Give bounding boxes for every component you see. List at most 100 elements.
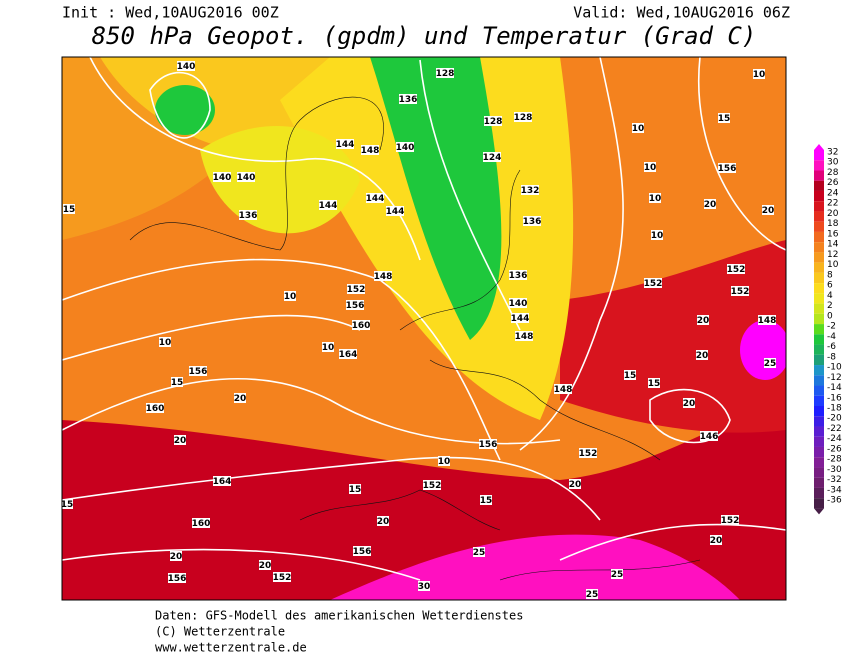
colorbar-arrow [814, 144, 824, 150]
geopotential-label: 144 [336, 140, 355, 150]
colorbar-label: 20 [827, 209, 839, 219]
temperature-label: 20 [174, 436, 187, 446]
colorbar-swatch [814, 446, 824, 458]
temperature-label: 25 [473, 548, 486, 558]
colorbar-swatch [814, 498, 824, 509]
contour-label-box [284, 291, 296, 301]
colorbar-swatch [814, 344, 824, 355]
contour-label-box [683, 398, 695, 408]
geopotential-label: 146 [700, 432, 719, 442]
contour-label-box [396, 142, 414, 152]
colorbar-label: 30 [827, 158, 839, 168]
temperature-label: 10 [284, 292, 297, 302]
contour-label-box [651, 230, 663, 240]
contour-label-box [423, 480, 441, 490]
geopotential-label: 148 [361, 146, 380, 156]
colorbar-label: -18 [827, 404, 842, 414]
contour-label-box [436, 68, 454, 78]
contour-label-box [696, 350, 708, 360]
colorbar-label: -28 [827, 455, 842, 465]
colorbar-label: 0 [827, 311, 833, 321]
contour-label-box [579, 448, 597, 458]
contour-label-box [259, 560, 271, 570]
colorbar-swatch [814, 211, 824, 222]
colorbar-swatch [814, 467, 824, 478]
colorbar-label: -24 [827, 434, 842, 444]
temperature-label: 15 [480, 496, 493, 506]
temperature-label: 15 [648, 379, 661, 389]
temperature-label: 20 [234, 394, 247, 404]
geopotential-label: 160 [146, 404, 165, 414]
contour-label-box [727, 264, 745, 274]
colorbar-swatch [814, 272, 824, 284]
colorbar-label: -14 [827, 383, 842, 393]
contour-label-box [753, 69, 765, 79]
colorbar-swatch [814, 477, 824, 488]
colorbar-swatch [814, 231, 824, 243]
temperature-label: 20 [259, 561, 272, 571]
contour-label-box [159, 337, 171, 347]
geopotential-label: 148 [374, 272, 393, 282]
geopotential-label: 140 [213, 173, 232, 183]
temperature-label: 20 [762, 206, 775, 216]
geopotential-label: 128 [484, 117, 503, 127]
contour-label-box [174, 435, 186, 445]
temperature-label: 20 [569, 480, 582, 490]
temperature-label: 20 [697, 316, 710, 326]
geopotential-label: 152 [423, 481, 442, 491]
contour-label-box [514, 112, 532, 122]
contour-label-box [648, 378, 660, 388]
contour-label-box [177, 61, 195, 71]
geopotential-label: 132 [521, 186, 540, 196]
footer-copyright: (C) Wetterzentrale [155, 625, 285, 639]
colorbar-swatch [814, 457, 824, 468]
geopotential-label: 144 [386, 207, 405, 217]
colorbar-swatch [814, 180, 824, 191]
colorbar-label: 10 [827, 260, 839, 270]
contour-label-box [700, 431, 718, 441]
contour-label-box [234, 393, 246, 403]
contour-label-box [710, 535, 722, 545]
temperature-label: 20 [377, 517, 390, 527]
contour-label-box [718, 163, 736, 173]
temperature-label: 25 [586, 590, 599, 600]
contour-label-box [347, 284, 365, 294]
colorbar-label: -30 [827, 465, 842, 475]
contour-label-box [63, 204, 75, 214]
contour-label-box [237, 172, 255, 182]
contour-label-box [569, 479, 581, 489]
temperature-label: 15 [61, 500, 74, 510]
temperature-label: 15 [171, 378, 184, 388]
colorbar-label: 2 [827, 301, 833, 311]
contour-label-box [361, 145, 379, 155]
contour-label-box [366, 193, 384, 203]
contour-label-box [649, 193, 661, 203]
colorbar-label: -26 [827, 444, 842, 454]
contour-label-box [704, 199, 716, 209]
contour-label-box [346, 300, 364, 310]
contour-label-box [509, 270, 527, 280]
contour-label-box [632, 123, 644, 133]
temperature-label: 10 [322, 343, 335, 353]
colorbar-swatch [814, 324, 824, 335]
contour-label-box [483, 152, 501, 162]
contour-label-box [511, 313, 529, 323]
geopotential-label: 128 [436, 69, 455, 79]
colorbar-swatch [814, 354, 824, 366]
contour-label-box [521, 185, 539, 195]
colorbar-label: 24 [827, 188, 839, 198]
contour-label-box [171, 377, 183, 387]
geopotential-label: 148 [758, 316, 777, 326]
geopotential-label: 156 [346, 301, 365, 311]
contour-label-box [170, 551, 182, 561]
contour-label-box [731, 286, 749, 296]
temperature-label: 10 [159, 338, 172, 348]
geopotential-label: 160 [192, 519, 211, 529]
contour-label-box [168, 573, 186, 583]
contour-label-box [721, 515, 739, 525]
colorbar-swatch [814, 365, 824, 376]
temperature-label: 10 [651, 231, 664, 241]
valid-time: Valid: Wed,10AUG2016 06Z [573, 4, 790, 22]
geopotential-label: 136 [523, 217, 542, 227]
contour-label-box [192, 518, 210, 528]
